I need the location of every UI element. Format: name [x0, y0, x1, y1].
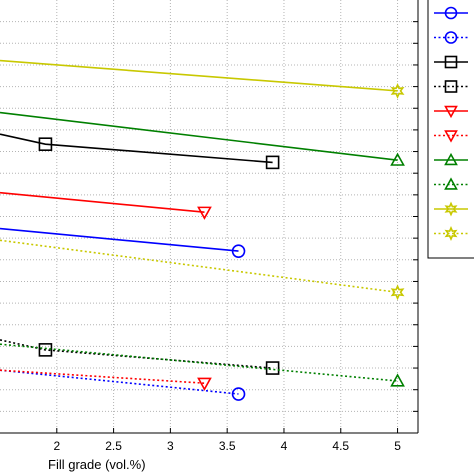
series-line [0, 239, 398, 294]
legend-box [427, 0, 474, 259]
legend-entry-7 [434, 177, 468, 190]
marker-star [444, 226, 458, 241]
series-line [0, 369, 239, 395]
x-axis-title: Fill grade (vol.%) [48, 457, 146, 472]
x-tick-label: 4 [281, 439, 288, 453]
marker-square [265, 155, 280, 170]
marker-triangle-down [444, 130, 458, 143]
marker-triangle-up [444, 177, 458, 190]
marker-triangle-down [444, 105, 458, 119]
marker-circle [231, 244, 246, 258]
marker-circle [444, 31, 458, 44]
legend-entry-0 [434, 6, 468, 20]
axes: 2 2.5 3 3.5 4 4.5 5 [0, 0, 419, 453]
x-tick-label: 4.5 [332, 439, 349, 453]
series-line [0, 133, 273, 164]
marker-circle [444, 6, 458, 20]
x-tick-label: 5 [394, 439, 401, 453]
marker-triangle-down [197, 377, 212, 391]
series-line [0, 59, 398, 92]
marker-circle [231, 387, 246, 401]
series-4 [0, 191, 212, 220]
series-9 [0, 239, 405, 301]
marker-square [444, 80, 458, 93]
series-0 [0, 227, 246, 258]
series-2 [0, 133, 280, 170]
legend-entry-9 [434, 226, 468, 241]
marker-square [38, 137, 53, 151]
marker-star [444, 201, 458, 217]
series-line [0, 227, 239, 252]
series-line [0, 343, 398, 382]
x-tick-label: 2.5 [105, 439, 122, 453]
marker-square [444, 55, 458, 69]
legend-entry-6 [434, 152, 468, 166]
series-8 [0, 59, 405, 99]
series-line [0, 191, 205, 213]
series-3 [0, 339, 280, 375]
series-1 [0, 369, 246, 401]
marker-star [390, 284, 405, 301]
marker-triangle-up [390, 373, 405, 387]
x-tick-label: 3.5 [219, 439, 236, 453]
series-6 [0, 111, 405, 166]
legend-entry-1 [434, 31, 468, 44]
series-line [0, 339, 273, 369]
legend-entry-4 [434, 105, 468, 119]
legend-entry-8 [434, 201, 468, 217]
x-tick-label: 3 [167, 439, 174, 453]
series-7 [0, 343, 405, 387]
marker-square [38, 343, 53, 357]
marker-triangle-up [444, 152, 458, 166]
legend-entry-3 [434, 80, 468, 93]
legend-entry-2 [434, 55, 468, 69]
marker-triangle-up [390, 152, 405, 166]
series-layer [0, 59, 405, 401]
legend [427, 0, 474, 259]
series-5 [0, 369, 212, 391]
marker-square [265, 361, 280, 375]
x-tick-label: 2 [53, 439, 60, 453]
marker-star [390, 82, 405, 99]
marker-triangle-down [197, 206, 212, 220]
series-line [0, 111, 398, 161]
legend-entry-5 [434, 130, 468, 143]
